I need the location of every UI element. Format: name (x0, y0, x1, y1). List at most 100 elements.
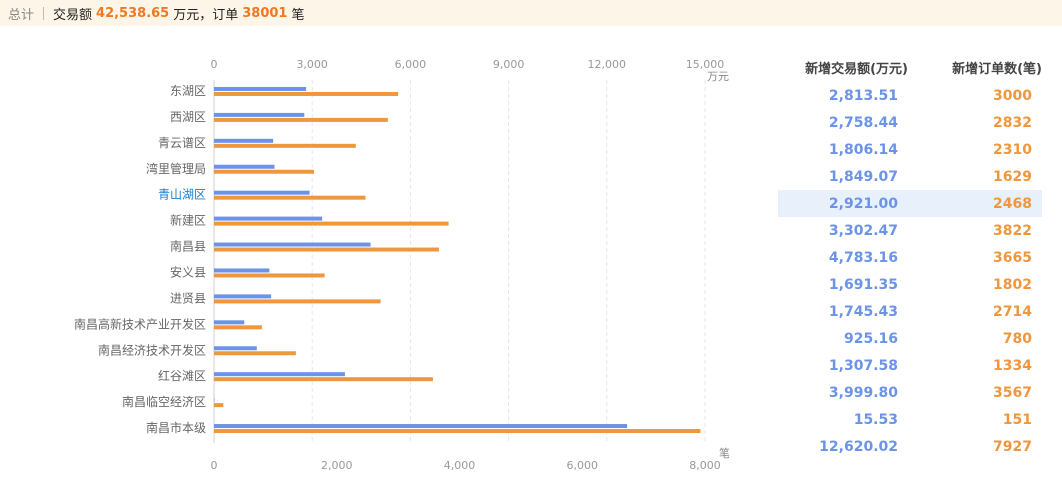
orders-bar[interactable] (214, 273, 325, 277)
top-axis-tick-label: 12,000 (588, 58, 627, 71)
amount-cell: 12,620.02 (778, 439, 898, 455)
amount-cell: 2,758.44 (778, 115, 898, 131)
amount-bar[interactable] (214, 243, 371, 247)
orders-bar[interactable] (214, 403, 223, 407)
bottom-axis-tick-label: 2,000 (321, 459, 353, 472)
category-label[interactable]: 西湖区 (170, 109, 206, 124)
category-label[interactable]: 东湖区 (170, 83, 206, 98)
table-row[interactable]: 15.53 151 (778, 406, 1042, 433)
orders-cell: 3822 (898, 223, 1032, 239)
orders-bar[interactable] (214, 377, 433, 381)
orders-bar[interactable] (214, 92, 398, 96)
total-label: 总计 (8, 4, 34, 23)
amount-bar[interactable] (214, 268, 269, 272)
table-row[interactable]: 4,783.16 3665 (778, 244, 1042, 271)
top-axis-tick-label: 6,000 (395, 58, 427, 71)
total-amount-value: 42,538.65 (96, 6, 169, 21)
table-row[interactable]: 1,745.43 2714 (778, 298, 1042, 325)
amount-bar[interactable] (214, 87, 306, 91)
bottom-axis-tick-label: 8,000 (689, 459, 721, 472)
orders-cell: 1802 (898, 277, 1032, 293)
category-label[interactable]: 南昌县 (170, 239, 206, 254)
orders-bar[interactable] (214, 351, 296, 355)
table-row[interactable]: 2,758.44 2832 (778, 109, 1042, 136)
orders-cell: 1629 (898, 169, 1032, 185)
category-label[interactable]: 红谷滩区 (158, 368, 206, 383)
amount-cell: 3,302.47 (778, 223, 898, 239)
category-label[interactable]: 南昌市本级 (146, 420, 206, 435)
top-axis-unit: 万元 (707, 70, 729, 83)
category-label[interactable]: 青山湖区 (158, 187, 206, 202)
category-label[interactable]: 南昌经济技术开发区 (98, 342, 206, 357)
category-label[interactable]: 南昌临空经济区 (122, 394, 206, 409)
amount-cell: 4,783.16 (778, 250, 898, 266)
table-row[interactable]: 1,691.35 1802 (778, 271, 1042, 298)
orders-cell: 2310 (898, 142, 1032, 158)
orders-bar[interactable] (214, 196, 365, 200)
orders-bar[interactable] (214, 170, 314, 174)
header-orders: 新增订单数(笔) (908, 58, 1042, 77)
category-label[interactable]: 南昌高新技术产业开发区 (74, 316, 206, 331)
bottom-axis-unit: 笔 (719, 446, 730, 460)
top-axis-tick-label: 9,000 (493, 58, 525, 71)
category-label[interactable]: 湾里管理局 (146, 161, 206, 176)
orders-bar[interactable] (214, 248, 439, 252)
bottom-axis-tick-label: 4,000 (444, 459, 476, 472)
orders-bar[interactable] (214, 325, 262, 329)
amount-bar[interactable] (214, 191, 310, 195)
table-row[interactable]: 3,999.80 3567 (778, 379, 1042, 406)
category-label[interactable]: 安义县 (170, 264, 206, 279)
table-row[interactable]: 3,302.47 3822 (778, 217, 1042, 244)
bottom-axis-tick-label: 0 (211, 459, 218, 472)
top-axis-tick-label: 0 (211, 58, 218, 71)
amount-bar[interactable] (214, 424, 627, 428)
data-table: 新增交易额(万元) 新增订单数(笔) 2,813.51 3000 2,758.44 2… (778, 52, 1042, 460)
amount-label: 交易额 (53, 4, 92, 23)
orders-bar[interactable] (214, 429, 701, 433)
amount-unit: 万元，订单 (173, 4, 238, 23)
total-orders-value: 38001 (242, 6, 287, 21)
orders-cell: 2832 (898, 115, 1032, 131)
amount-bar[interactable] (214, 217, 322, 221)
header-amount: 新增交易额(万元) (778, 58, 908, 77)
amount-cell: 1,691.35 (778, 277, 898, 293)
category-label[interactable]: 青云谱区 (158, 136, 206, 150)
orders-cell: 3000 (898, 88, 1032, 104)
amount-bar[interactable] (214, 165, 275, 169)
amount-bar[interactable] (214, 398, 215, 402)
bottom-axis-tick-label: 6,000 (567, 459, 599, 472)
category-label[interactable]: 新建区 (170, 213, 206, 228)
amount-bar[interactable] (214, 139, 273, 143)
amount-cell: 3,999.80 (778, 385, 898, 401)
table-row[interactable]: 1,849.07 1629 (778, 163, 1042, 190)
amount-bar[interactable] (214, 320, 244, 324)
table-row[interactable]: 2,813.51 3000 (778, 82, 1042, 109)
amount-cell: 1,307.58 (778, 358, 898, 374)
amount-cell: 2,813.51 (778, 88, 898, 104)
amount-cell: 925.16 (778, 331, 898, 347)
summary-bar: 总计 交易额 42,538.65 万元，订单 38001 笔 (0, 0, 1062, 26)
amount-bar[interactable] (214, 113, 304, 117)
summary-divider (43, 7, 44, 20)
orders-bar[interactable] (214, 222, 449, 226)
orders-cell: 3665 (898, 250, 1032, 266)
table-row[interactable]: 12,620.02 7927 (778, 433, 1042, 460)
table-row[interactable]: 2,921.00 2468 (778, 190, 1042, 217)
orders-bar[interactable] (214, 118, 388, 122)
amount-bar[interactable] (214, 372, 345, 376)
table-row[interactable]: 1,806.14 2310 (778, 136, 1042, 163)
amount-cell: 1,849.07 (778, 169, 898, 185)
orders-cell: 3567 (898, 385, 1032, 401)
amount-bar[interactable] (214, 294, 271, 298)
amount-bar[interactable] (214, 346, 257, 350)
orders-bar[interactable] (214, 144, 356, 148)
category-label[interactable]: 进贤县 (170, 291, 206, 305)
amount-cell: 15.53 (778, 412, 898, 428)
table-row[interactable]: 1,307.58 1334 (778, 352, 1042, 379)
table-row[interactable]: 925.16 780 (778, 325, 1042, 352)
orders-bar[interactable] (214, 299, 381, 303)
table-header: 新增交易额(万元) 新增订单数(笔) (778, 52, 1042, 82)
orders-cell: 2714 (898, 304, 1032, 320)
amount-cell: 1,806.14 (778, 142, 898, 158)
